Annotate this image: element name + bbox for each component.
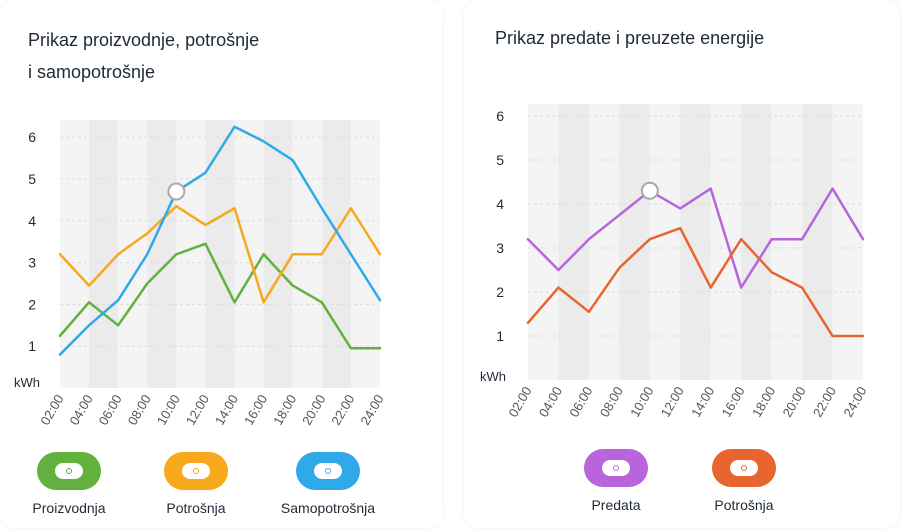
y-tick-label: 1 [496, 328, 504, 344]
grid-column [350, 120, 380, 388]
chart-title: Prikaz predate i preuzete energije [495, 22, 764, 54]
x-tick-label: 22:00 [328, 392, 357, 428]
toggle-dot-icon [325, 468, 331, 474]
x-tick-label: 12:00 [183, 392, 212, 428]
x-tick-label: 06:00 [96, 392, 125, 428]
legend-toggle-potrosnja[interactable] [712, 449, 776, 487]
toggle-knob [602, 460, 630, 476]
y-tick-label: 3 [28, 255, 36, 271]
toggle-knob [314, 463, 342, 479]
chart-title: Prikaz proizvodnje, potrošnje i samopotr… [28, 24, 259, 88]
legend-toggle-potrosnja[interactable] [164, 452, 228, 490]
x-tick-label: 10:00 [627, 384, 656, 420]
y-tick-label: 3 [496, 240, 504, 256]
y-tick-label: 5 [496, 152, 504, 168]
series-line-potrošnja [58, 204, 382, 304]
x-tick-label: 16:00 [241, 392, 270, 428]
x-tick-label: 10:00 [154, 392, 183, 428]
chart-title-line-1: Prikaz proizvodnje, potrošnje [28, 30, 260, 50]
toggle-dot-icon [613, 465, 619, 471]
toggle-dot-icon [193, 468, 199, 474]
toggle-knob [730, 460, 758, 476]
grid-column [741, 104, 772, 380]
y-tick-label: 5 [28, 171, 36, 187]
legend-label: Proizvodnja [32, 500, 106, 516]
x-tick-label: 24:00 [840, 384, 869, 420]
legend-toggle-proizvodnja[interactable] [37, 452, 101, 490]
y-tick-label: 2 [28, 296, 36, 312]
grid-column [649, 104, 681, 380]
legend-toggle-samopotrosnja[interactable] [296, 452, 360, 490]
x-tick-label: 04:00 [66, 392, 95, 428]
grid-column [771, 104, 803, 380]
grid-column [60, 120, 90, 388]
x-tick-label: 16:00 [719, 384, 748, 420]
y-unit-label: kWh [14, 375, 40, 390]
grid-column [832, 104, 863, 380]
legend-item-samopotrosnja[interactable]: Samopotrošnja [268, 452, 388, 516]
grid-column [147, 120, 177, 388]
legend-item-potrosnja[interactable]: Potrošnja [156, 452, 236, 516]
x-tick-label: 14:00 [688, 384, 717, 420]
legend-label: Potrošnja [166, 500, 226, 516]
toggle-knob [55, 463, 83, 479]
grid-column [176, 120, 206, 388]
x-tick-label: 22:00 [810, 384, 839, 420]
x-tick-label: 20:00 [299, 392, 328, 428]
y-tick-label: 4 [28, 213, 36, 229]
x-tick-label: 24:00 [357, 392, 386, 428]
series-line-potrošnja [526, 226, 865, 338]
x-tick-label: 18:00 [749, 384, 778, 420]
grid-column [89, 120, 119, 388]
series-line-proizvodnja [58, 242, 382, 350]
y-tick-label: 6 [496, 108, 504, 124]
legend-label: Predata [591, 497, 641, 513]
grid-column [588, 104, 620, 380]
chart-card-production: Prikaz proizvodnje, potrošnje i samopotr… [0, 0, 442, 528]
legend-item-proizvodnja[interactable]: Proizvodnja [29, 452, 109, 516]
x-tick-label: 12:00 [658, 384, 687, 420]
toggle-dot-icon [741, 465, 747, 471]
grid-column [118, 120, 148, 388]
hover-marker [640, 181, 659, 200]
x-tick-label: 08:00 [125, 392, 154, 428]
x-tick-label: 02:00 [505, 384, 534, 420]
toggle-knob [182, 463, 210, 479]
x-tick-label: 04:00 [536, 384, 565, 420]
grid-column [680, 104, 711, 380]
grid-column [619, 104, 650, 380]
series-line-predata [526, 187, 865, 289]
chart-title-line-1: Prikaz predate i preuzete energije [495, 28, 765, 48]
legend-item-predata[interactable]: Predata [576, 449, 656, 513]
y-tick-label: 1 [28, 338, 36, 354]
y-tick-label: 2 [496, 284, 504, 300]
grid-column [263, 120, 293, 388]
grid-column [528, 104, 559, 380]
y-tick-label: 4 [496, 196, 504, 212]
y-tick-label: 6 [28, 129, 36, 145]
legend-label: Potrošnja [714, 497, 774, 513]
grid-column [558, 104, 589, 380]
hover-marker [167, 182, 186, 201]
series-line-samopotrošnja [58, 125, 382, 356]
x-tick-label: 14:00 [212, 392, 241, 428]
x-tick-label: 06:00 [566, 384, 595, 420]
grid-column [321, 120, 351, 388]
chart-title-line-2: i samopotrošnje [28, 62, 156, 82]
toggle-dot-icon [66, 468, 72, 474]
legend-toggle-predata[interactable] [584, 449, 648, 487]
y-unit-label: kWh [480, 369, 506, 384]
x-tick-label: 08:00 [597, 384, 626, 420]
x-tick-label: 18:00 [270, 392, 299, 428]
legend-item-potrosnja[interactable]: Potrošnja [704, 449, 784, 513]
chart-card-energy-exchange: Prikaz predate i preuzete energije 1 2 3 4 5… [464, 0, 900, 528]
grid-column [802, 104, 833, 380]
x-tick-label: 02:00 [37, 392, 66, 428]
x-tick-label: 20:00 [779, 384, 808, 420]
legend-label: Samopotrošnja [280, 500, 376, 516]
